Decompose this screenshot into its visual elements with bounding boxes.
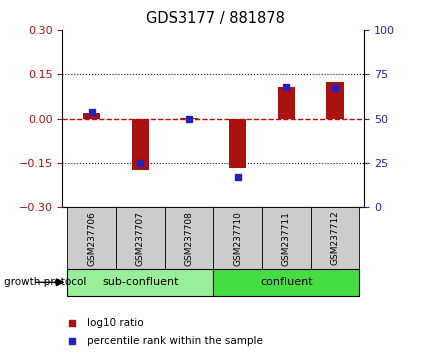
Text: GSM237711: GSM237711 (281, 211, 290, 266)
Bar (116, 207, 164, 269)
Bar (180, 118, 197, 119)
Bar (164, 207, 213, 269)
Text: GSM237708: GSM237708 (184, 211, 193, 266)
Bar (213, 269, 359, 296)
Text: growth protocol: growth protocol (4, 277, 86, 287)
Bar (310, 207, 359, 269)
Text: GSM237712: GSM237712 (330, 211, 339, 266)
Text: GSM237710: GSM237710 (233, 211, 242, 266)
Bar (132, 119, 148, 170)
Text: percentile rank within the sample: percentile rank within the sample (86, 336, 262, 346)
Bar (83, 113, 100, 119)
Bar (213, 207, 261, 269)
Bar (277, 87, 294, 119)
Text: confluent: confluent (259, 277, 312, 287)
Bar (229, 119, 246, 168)
Bar (67, 269, 213, 296)
Text: log10 ratio: log10 ratio (86, 318, 143, 328)
Text: GSM237707: GSM237707 (135, 211, 144, 266)
Text: sub-confluent: sub-confluent (102, 277, 178, 287)
Bar (261, 207, 310, 269)
Bar (326, 82, 343, 119)
Bar (67, 207, 116, 269)
Text: GSM237706: GSM237706 (87, 211, 96, 266)
Text: GDS3177 / 881878: GDS3177 / 881878 (146, 11, 284, 25)
